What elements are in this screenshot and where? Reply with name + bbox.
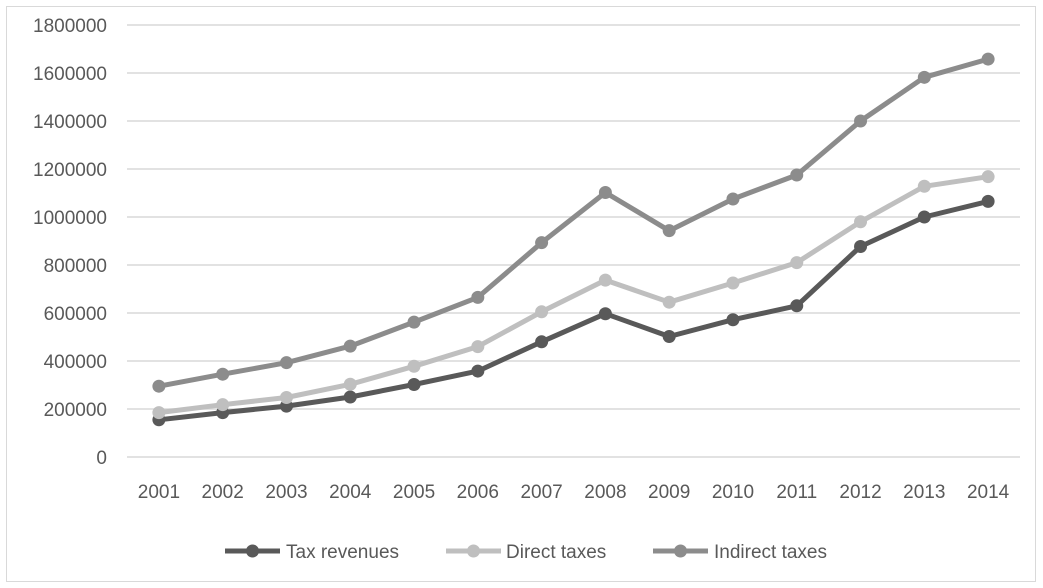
series-group — [152, 52, 995, 427]
y-tick-label: 1000000 — [33, 208, 107, 229]
data-point — [726, 313, 740, 327]
legend-item: Direct taxes — [446, 542, 606, 563]
data-point — [726, 192, 740, 206]
data-point — [598, 186, 612, 200]
data-point — [662, 224, 676, 238]
x-tick-label: 2001 — [138, 482, 180, 503]
data-point — [981, 194, 995, 208]
data-point — [854, 240, 868, 254]
x-tick-label: 2002 — [202, 482, 244, 503]
data-point — [343, 390, 357, 404]
data-point — [981, 170, 995, 184]
y-tick-label: 1400000 — [33, 112, 107, 133]
x-tick-label: 2007 — [520, 482, 562, 503]
y-tick-label: 1200000 — [33, 160, 107, 181]
x-tick-label: 2009 — [648, 482, 690, 503]
data-point — [854, 114, 868, 128]
data-point — [279, 390, 293, 404]
data-point — [216, 367, 230, 381]
data-point — [407, 378, 421, 392]
grid-lines — [127, 24, 1020, 458]
data-point — [790, 256, 804, 270]
legend-item: Tax revenues — [225, 542, 399, 563]
legend-label: Direct taxes — [506, 542, 606, 563]
data-point — [471, 290, 485, 304]
data-point — [407, 315, 421, 329]
data-point — [471, 364, 485, 378]
legend: Tax revenues Direct taxes Indirect taxes — [225, 542, 827, 563]
series-indirect-taxes — [152, 52, 995, 393]
legend-item: Indirect taxes — [653, 542, 827, 563]
data-point — [598, 273, 612, 287]
data-point — [152, 379, 166, 393]
x-tick-label: 2011 — [776, 482, 817, 503]
data-point — [343, 377, 357, 391]
data-point — [152, 406, 166, 420]
y-tick-label: 600000 — [44, 304, 107, 325]
x-tick-label: 2003 — [265, 482, 307, 503]
y-tick-label: 200000 — [44, 400, 107, 421]
data-point — [407, 359, 421, 373]
data-point — [726, 276, 740, 290]
x-tick-label: 2013 — [903, 482, 945, 503]
data-point — [535, 236, 549, 250]
data-point — [535, 335, 549, 349]
x-tick-label: 2004 — [329, 482, 372, 503]
y-tick-label: 800000 — [44, 256, 107, 277]
series-line — [156, 174, 991, 416]
legend-swatch-marker — [674, 544, 687, 558]
x-axis: 2001 2002 2003 2004 2005 2006 2007 2008 2009 2010… — [138, 482, 1010, 503]
series-line — [156, 198, 991, 423]
data-point — [662, 330, 676, 344]
x-tick-label: 2006 — [457, 482, 499, 503]
data-point — [917, 179, 931, 193]
data-point — [981, 52, 995, 66]
series-direct-taxes — [152, 170, 995, 420]
data-point — [790, 299, 804, 313]
x-tick-label: 2005 — [393, 482, 435, 503]
y-tick-label: 400000 — [44, 352, 107, 373]
legend-label: Tax revenues — [286, 542, 399, 563]
y-tick-label: 0 — [96, 448, 107, 469]
data-point — [343, 339, 357, 353]
x-tick-label: 2014 — [967, 482, 1010, 503]
data-point — [854, 215, 868, 229]
y-axis: 0 200000 400000 600000 800000 1000000 1200000 1… — [33, 16, 107, 469]
data-point — [279, 356, 293, 370]
data-point — [598, 307, 612, 321]
x-tick-label: 2012 — [839, 482, 881, 503]
series-line — [156, 56, 991, 389]
data-point — [216, 398, 230, 412]
data-point — [917, 70, 931, 84]
x-tick-label: 2008 — [584, 482, 626, 503]
y-tick-label: 1800000 — [33, 16, 107, 37]
y-tick-label: 1600000 — [33, 64, 107, 85]
data-point — [662, 295, 676, 309]
data-point — [790, 168, 804, 182]
series-tax-revenues — [152, 194, 995, 427]
legend-swatch-marker — [467, 544, 480, 558]
data-point — [917, 210, 931, 224]
data-point — [535, 305, 549, 319]
legend-label: Indirect taxes — [714, 542, 827, 563]
data-point — [471, 340, 485, 354]
x-tick-label: 2010 — [712, 482, 754, 503]
chart-frame — [6, 6, 1036, 582]
legend-swatch-marker — [246, 544, 259, 558]
